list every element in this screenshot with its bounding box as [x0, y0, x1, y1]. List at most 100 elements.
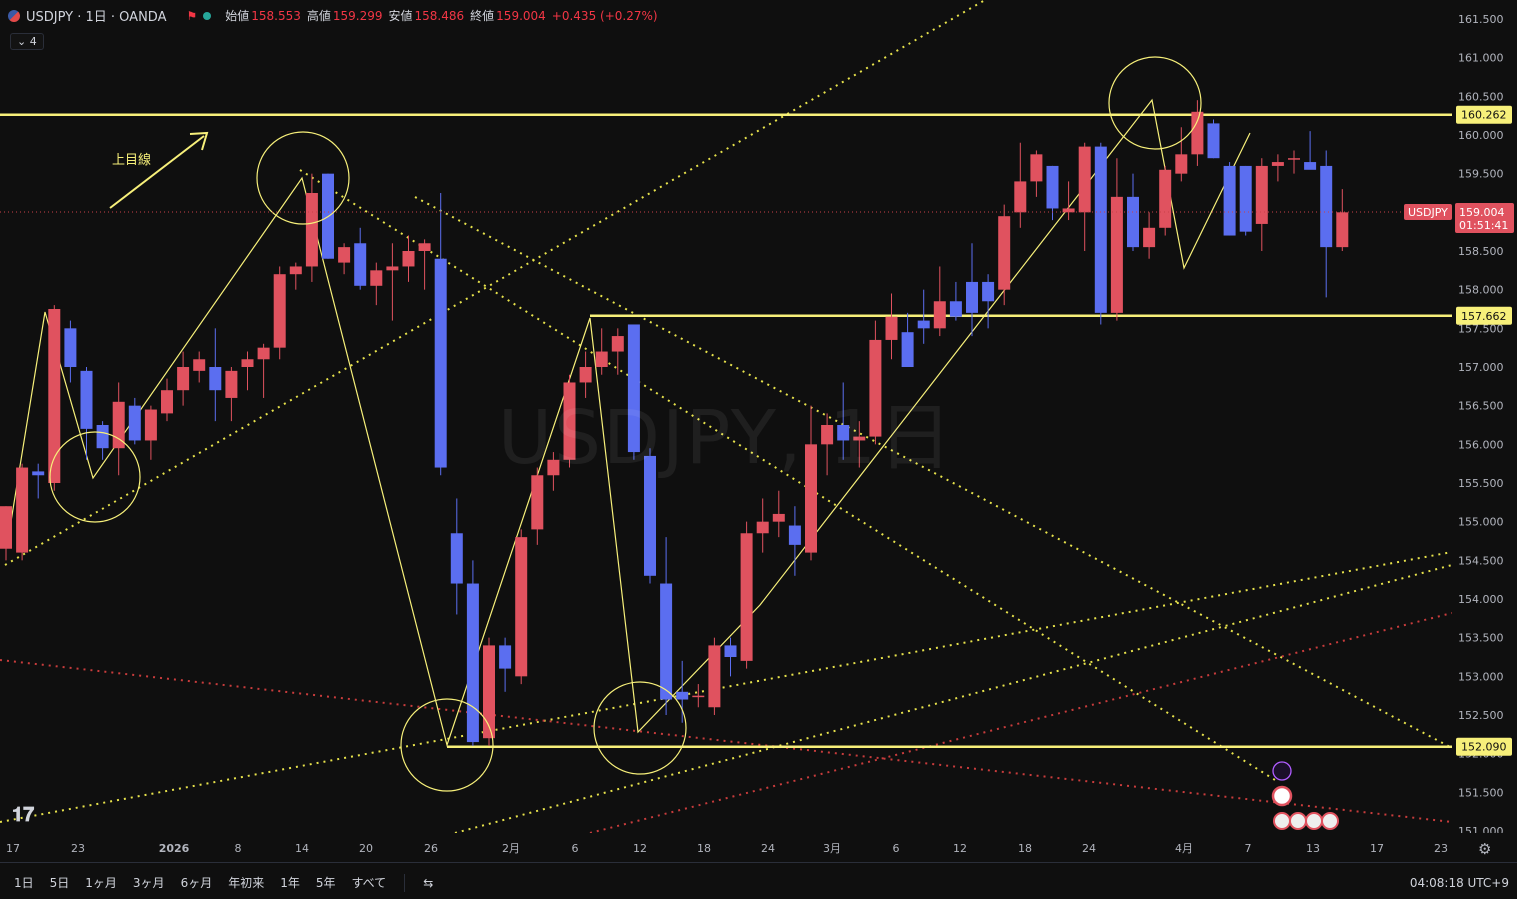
candle-38[interactable] [611, 336, 624, 352]
us-flag-event-icon[interactable] [1321, 812, 1339, 830]
candle-41[interactable] [660, 583, 673, 700]
candle-73[interactable] [1175, 154, 1188, 174]
candle-10[interactable] [161, 390, 173, 414]
highlight-circle-4[interactable] [1108, 56, 1202, 150]
candle-9[interactable] [144, 409, 157, 441]
price-axis[interactable]: 151.000151.500152.000152.500153.000153.5… [1452, 0, 1517, 838]
candle-34[interactable] [547, 459, 560, 476]
candle-11[interactable] [177, 367, 190, 391]
candle-56[interactable] [901, 332, 914, 367]
candle-80[interactable] [1288, 158, 1300, 160]
candle-79[interactable] [1271, 162, 1284, 166]
gear-icon[interactable]: ⚙ [1478, 840, 1492, 858]
candle-13[interactable] [209, 367, 222, 391]
highlight-circle-1[interactable] [256, 131, 350, 225]
price-axis-scale[interactable]: 151.000151.500152.000152.500153.000153.5… [1452, 0, 1517, 838]
candle-29[interactable] [466, 583, 479, 743]
range-1d-button[interactable]: 1日 [14, 876, 34, 890]
candle-22[interactable] [354, 243, 367, 286]
candle-12[interactable] [193, 359, 206, 371]
candle-2[interactable] [32, 471, 45, 476]
range-1m-button[interactable]: 1ヶ月 [85, 876, 117, 890]
candle-44[interactable] [708, 645, 721, 708]
candle-63[interactable] [1014, 181, 1027, 213]
candle-4[interactable] [64, 328, 77, 367]
candle-42[interactable] [676, 691, 689, 700]
candle-32[interactable] [515, 537, 528, 677]
candle-1[interactable] [16, 467, 29, 553]
candle-0[interactable] [0, 506, 12, 549]
range-5y-button[interactable]: 5年 [315, 876, 336, 890]
candle-57[interactable] [917, 320, 930, 329]
candle-59[interactable] [949, 301, 962, 317]
candle-60[interactable] [966, 281, 978, 313]
candle-76[interactable] [1223, 165, 1236, 236]
candle-36[interactable] [579, 367, 592, 383]
candle-19[interactable] [305, 193, 318, 267]
candle-72[interactable] [1159, 169, 1172, 228]
us-flag-event-icon[interactable] [1289, 812, 1307, 830]
annotation-text[interactable]: 上目線 [112, 152, 151, 168]
candle-52[interactable] [837, 425, 850, 441]
candle-16[interactable] [257, 347, 270, 360]
candle-68[interactable] [1094, 146, 1107, 313]
tradingview-logo-icon[interactable]: 𝟏𝟕 [12, 802, 35, 826]
candle-62[interactable] [998, 216, 1011, 290]
time-axis[interactable]: 17 23 2026 8 14 20 26 2月 6 12 18 24 3月 6 12 18 24 4月 7 13 17… [0, 833, 1452, 863]
trendline-3[interactable] [299, 169, 1276, 781]
highlight-circle-3[interactable] [593, 681, 687, 775]
symbol-title[interactable]: USDJPY · 1日 · OANDA [26, 10, 167, 25]
candle-54[interactable] [869, 339, 882, 437]
candle-67[interactable] [1078, 146, 1091, 213]
wave-zigzag[interactable] [7, 98, 1251, 748]
time-axis-scale[interactable]: 17 23 2026 8 14 20 26 2月 6 12 18 24 3月 6 12 18 24 4月 7 13 17… [0, 833, 1452, 863]
candle-66[interactable] [1062, 208, 1075, 213]
candle-65[interactable] [1046, 165, 1059, 209]
candle-81[interactable] [1304, 162, 1317, 170]
candle-64[interactable] [1030, 154, 1043, 182]
candle-17[interactable] [273, 274, 286, 348]
chart-canvas[interactable]: 上目線 USDJPY [0, 0, 1453, 834]
candle-3[interactable] [48, 309, 61, 483]
candle-78[interactable] [1255, 165, 1268, 224]
indicator-toggle[interactable]: ⌄ 4 [10, 33, 44, 50]
candle-61[interactable] [982, 281, 995, 302]
candle-48[interactable] [772, 513, 785, 522]
candle-37[interactable] [595, 351, 608, 367]
candle-8[interactable] [128, 405, 141, 441]
candle-31[interactable] [499, 645, 512, 669]
price-chart[interactable]: 上目線 USDJPY [0, 0, 1453, 834]
candle-23[interactable] [370, 270, 383, 286]
candle-28[interactable] [450, 533, 463, 584]
candle-30[interactable] [483, 645, 495, 739]
candle-83[interactable] [1336, 212, 1349, 248]
range-3m-button[interactable]: 3ヶ月 [132, 876, 165, 890]
trendline-1[interactable] [0, 551, 1453, 823]
candle-50[interactable] [805, 444, 817, 553]
highlight-circle-2[interactable] [400, 698, 494, 792]
lightning-event-icon[interactable] [1272, 761, 1292, 781]
candle-27[interactable] [434, 258, 447, 468]
highlight-circle-0[interactable] [49, 431, 141, 523]
candle-15[interactable] [241, 359, 254, 367]
range-ytd-button[interactable]: 年初来 [228, 876, 265, 890]
candle-74[interactable] [1191, 111, 1204, 155]
range-all-button[interactable]: すべて [351, 876, 387, 890]
candle-40[interactable] [644, 455, 656, 576]
candle-5[interactable] [80, 370, 93, 429]
candle-55[interactable] [885, 316, 898, 340]
candle-33[interactable] [531, 475, 544, 530]
trendline-6[interactable] [589, 612, 1453, 834]
candle-24[interactable] [386, 266, 399, 271]
candle-77[interactable] [1239, 165, 1252, 232]
candle-47[interactable] [756, 521, 769, 534]
flag-marker-icon[interactable]: ⚑ [186, 8, 198, 23]
candle-46[interactable] [740, 533, 753, 661]
candle-75[interactable] [1207, 123, 1220, 159]
candle-51[interactable] [821, 425, 834, 445]
candle-39[interactable] [627, 324, 640, 453]
candle-71[interactable] [1143, 227, 1156, 248]
candle-35[interactable] [563, 382, 576, 460]
us-flag-event-icon[interactable] [1273, 812, 1291, 830]
candle-70[interactable] [1127, 196, 1139, 248]
